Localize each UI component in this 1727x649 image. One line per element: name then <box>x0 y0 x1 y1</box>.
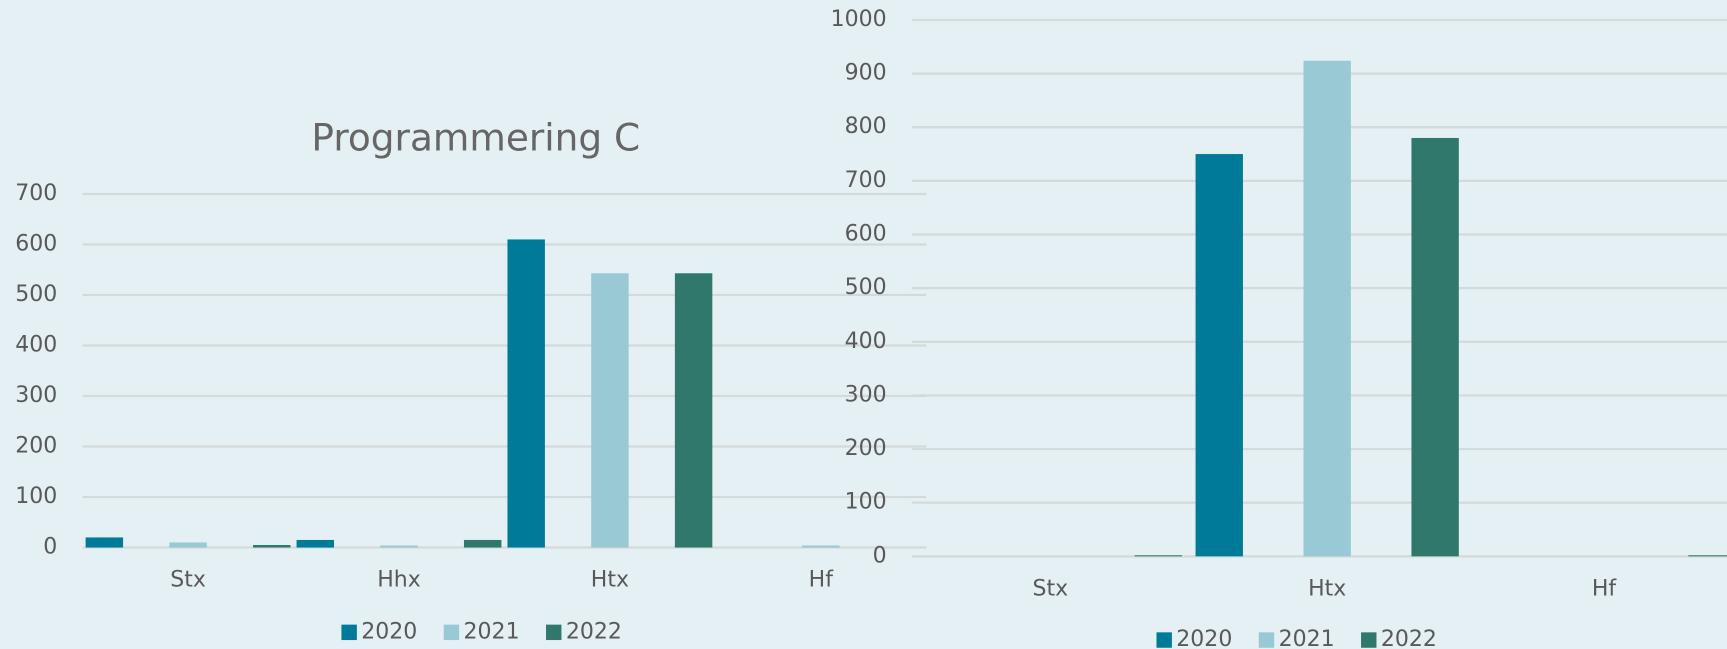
x-tick-label: Stx <box>1033 576 1069 601</box>
bar <box>296 539 335 548</box>
y-tick-label: 200 <box>15 434 57 459</box>
legend-label: 2020 <box>361 619 417 644</box>
legend-swatch <box>341 624 357 641</box>
legend-label: 2022 <box>1381 627 1437 649</box>
legend-label: 2021 <box>1279 627 1335 649</box>
y-tick-label: 500 <box>15 282 57 307</box>
bar <box>463 539 502 548</box>
y-tick-label: 600 <box>845 222 887 247</box>
bar <box>1411 137 1459 557</box>
y-tick-label: 100 <box>845 490 887 515</box>
chart-title: Programmering C <box>311 116 640 160</box>
y-tick-label: 0 <box>873 543 887 568</box>
y-tick-label: 300 <box>15 383 57 408</box>
bar <box>1688 555 1727 557</box>
bar <box>507 239 545 548</box>
x-tick-label: Htx <box>591 568 629 593</box>
bar <box>1303 60 1351 557</box>
y-tick-label: 400 <box>845 329 887 354</box>
y-tick-label: 300 <box>845 382 887 407</box>
x-tick-label: Hf <box>1592 576 1618 601</box>
bar <box>380 545 418 548</box>
legend-swatch <box>443 624 460 641</box>
legend-swatch <box>1361 632 1377 648</box>
x-tick-label: Hf <box>809 568 835 593</box>
x-tick-label: Stx <box>170 568 206 593</box>
y-tick-label: 200 <box>845 436 887 461</box>
legend-swatch <box>1156 632 1172 648</box>
y-tick-label: 1000 <box>831 7 887 32</box>
bar <box>85 537 124 548</box>
legend-label: 2021 <box>464 619 520 644</box>
y-tick-label: 500 <box>845 275 887 300</box>
y-tick-label: 800 <box>845 114 887 139</box>
bar <box>253 545 291 548</box>
y-tick-label: 400 <box>15 333 57 358</box>
bar <box>1134 555 1182 557</box>
legend-label: 2020 <box>1176 627 1232 649</box>
bar <box>1195 154 1243 557</box>
y-tick-label: 100 <box>15 484 57 509</box>
bar <box>674 273 713 548</box>
legend-swatch <box>546 624 562 641</box>
legend-label: 2022 <box>566 619 622 644</box>
x-tick-label: Htx <box>1308 576 1346 601</box>
legend-swatch <box>1258 632 1275 648</box>
y-tick-label: 700 <box>15 181 57 206</box>
y-tick-label: 700 <box>845 168 887 193</box>
y-tick-label: 900 <box>845 61 887 86</box>
y-tick-label: 600 <box>15 231 57 256</box>
y-tick-label: 0 <box>43 535 57 560</box>
x-tick-label: Hhx <box>377 568 421 593</box>
bar <box>802 545 840 548</box>
bar <box>591 273 629 548</box>
bar <box>169 542 207 548</box>
